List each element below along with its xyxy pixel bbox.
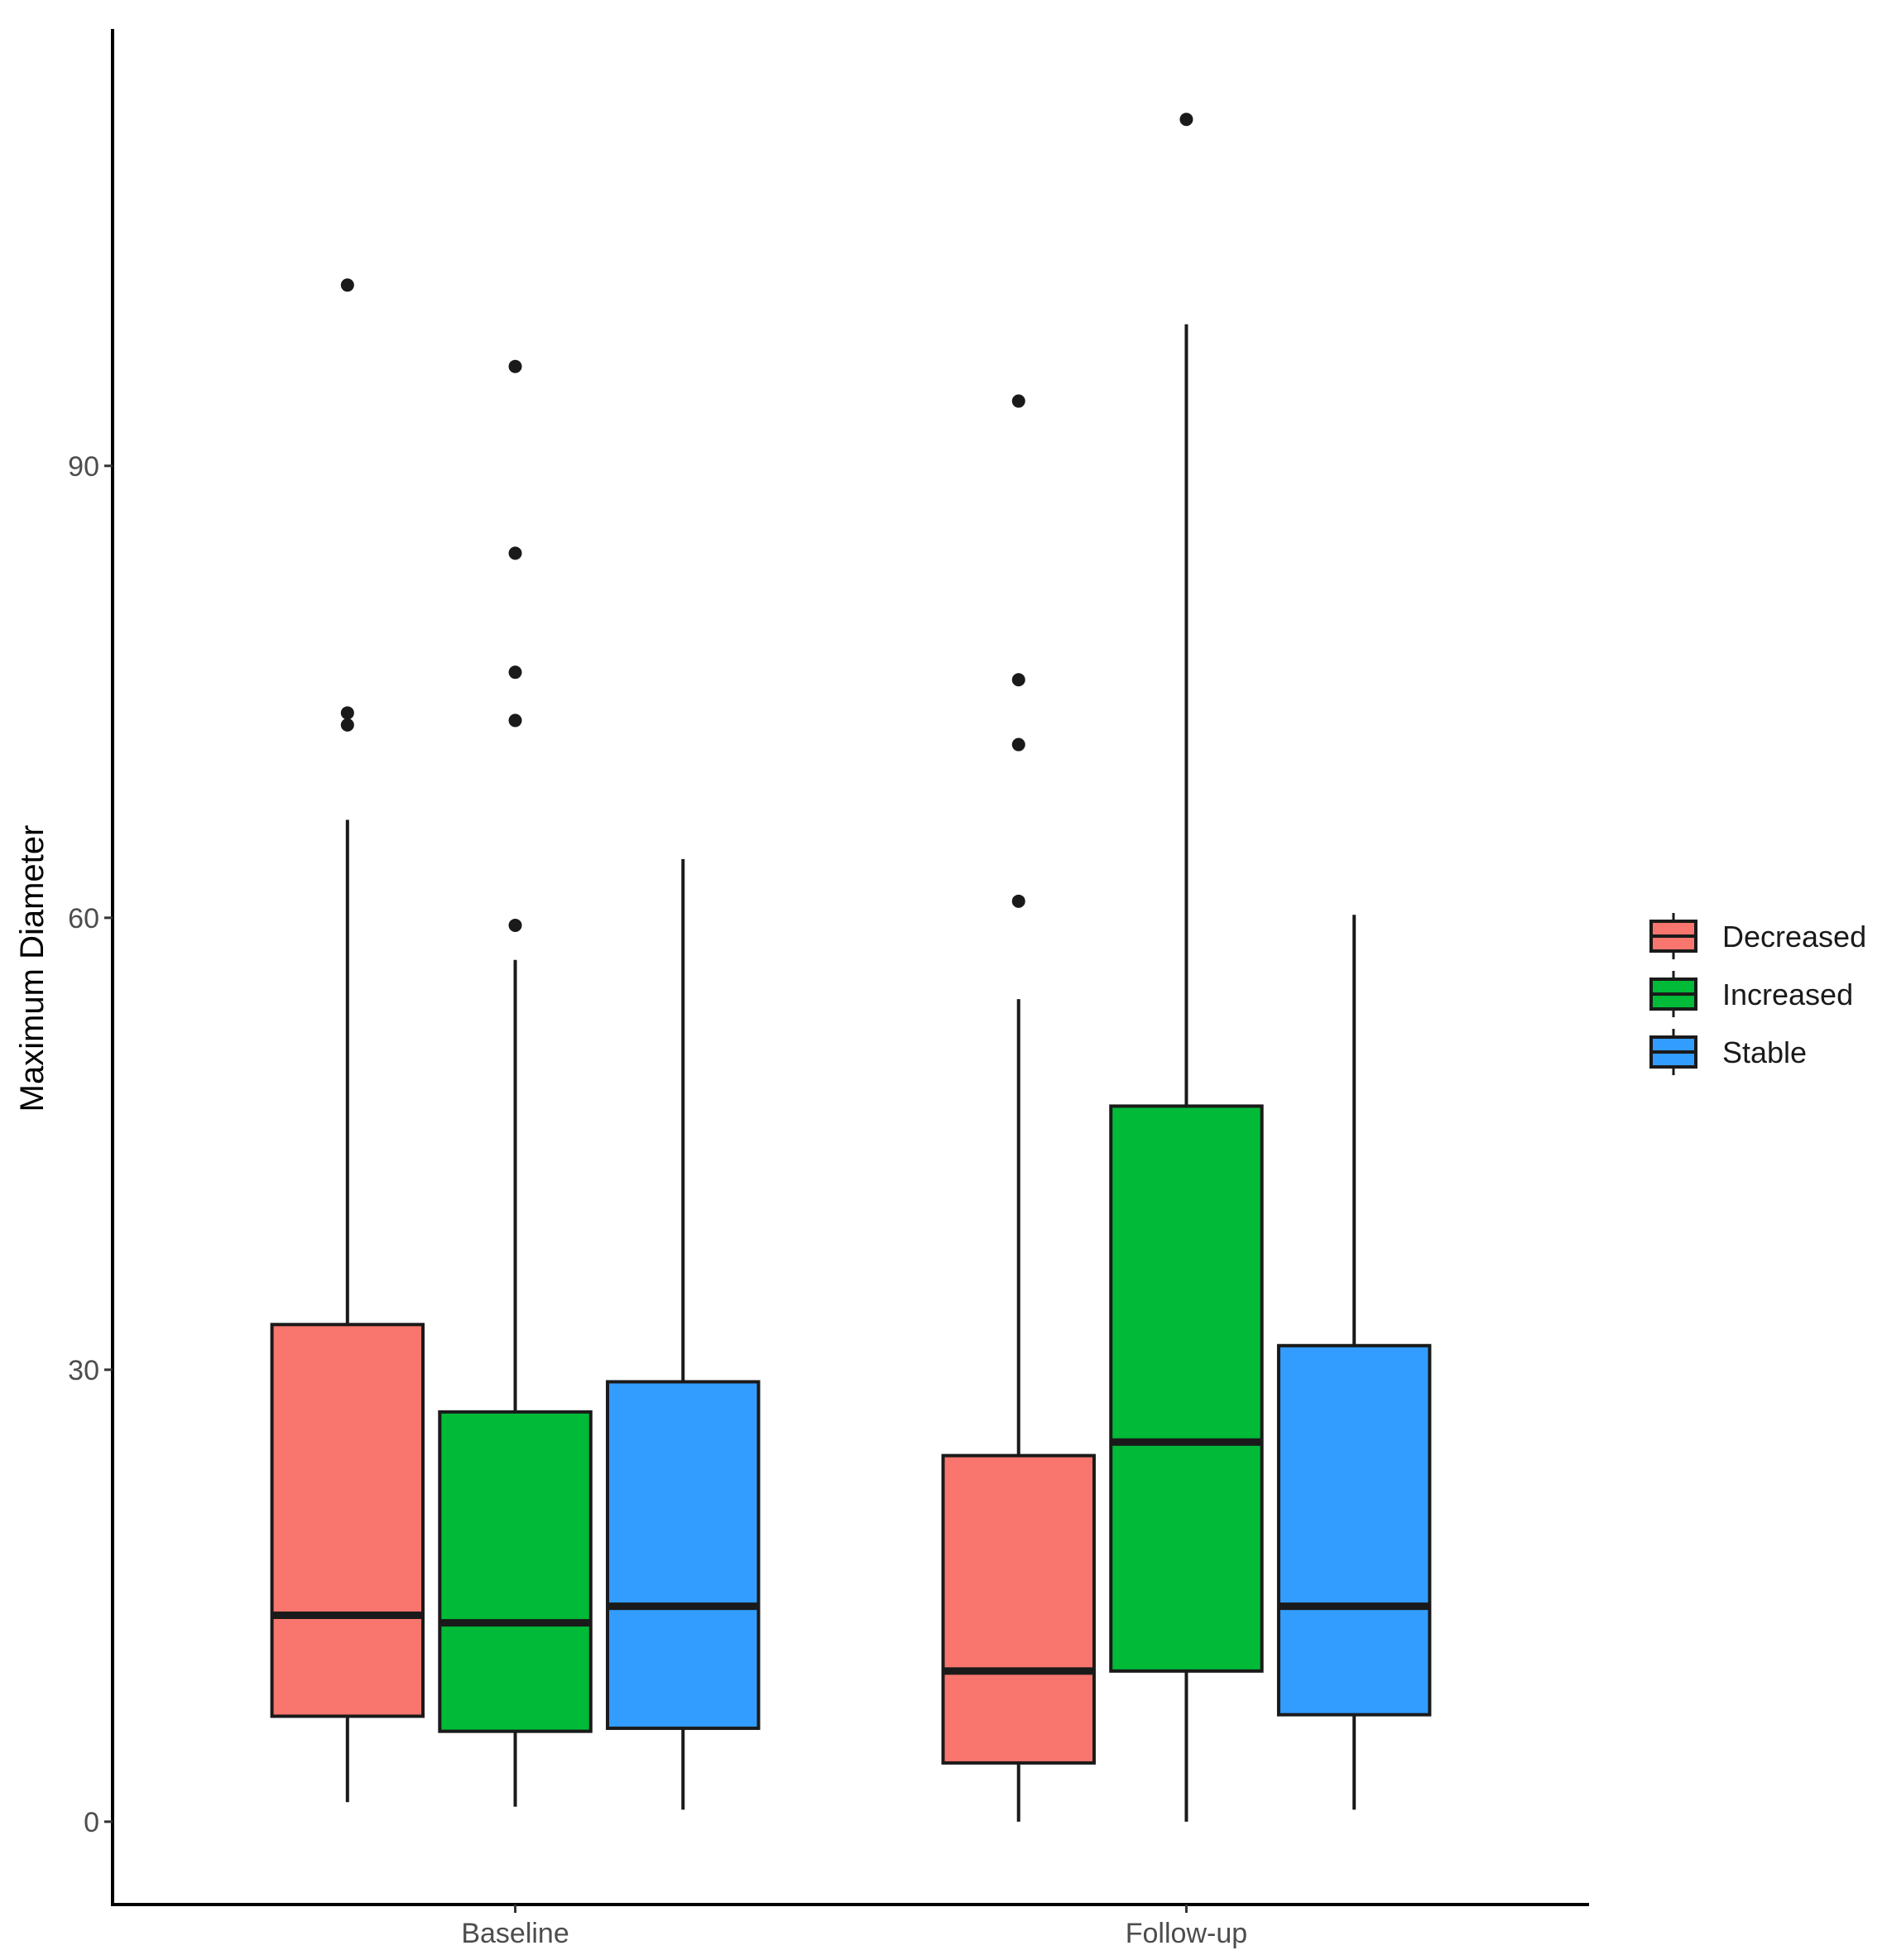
legend-item-decreased: Decreased (1649, 913, 1866, 959)
legend-item-stable: Stable (1649, 1029, 1807, 1075)
outlier-decreased-follow-up-0 (1011, 394, 1025, 408)
box-decreased-follow-up (941, 394, 1096, 1822)
box-rect-decreased-follow-up (941, 1453, 1096, 1765)
box-rect-stable-follow-up (1276, 1343, 1432, 1717)
x-ticks: Baseline Follow-up (461, 1905, 1247, 1949)
box-increased-follow-up (1109, 113, 1264, 1822)
y-tick-label-30: 30 (68, 1355, 99, 1386)
box-rect-decreased-baseline (270, 1323, 425, 1718)
y-ticks: 0 30 60 90 (68, 451, 113, 1838)
axes-layer: 0 30 60 90 Baseline Follow-up Maximum Diamet… (14, 29, 1589, 1949)
outlier-increased-baseline-2 (508, 665, 522, 680)
outlier-decreased-baseline-1 (340, 706, 354, 720)
y-tick-label-90: 90 (68, 451, 99, 483)
box-stable-follow-up (1276, 915, 1432, 1810)
box-stable-baseline (606, 858, 761, 1810)
y-tick-label-60: 60 (68, 903, 99, 934)
y-tick-label-0: 0 (84, 1807, 99, 1838)
legend-label-decreased: Decreased (1722, 920, 1866, 954)
outlier-increased-baseline-4 (508, 918, 522, 932)
outlier-increased-baseline-0 (508, 359, 522, 373)
outlier-increased-baseline-1 (508, 546, 522, 560)
outlier-decreased-follow-up-3 (1011, 894, 1025, 908)
outlier-decreased-baseline-0 (340, 278, 354, 292)
box-rect-increased-follow-up (1109, 1104, 1264, 1673)
outlier-decreased-baseline-2 (340, 718, 354, 732)
box-rect-increased-baseline (438, 1410, 593, 1733)
outlier-increased-follow-up-0 (1179, 113, 1193, 127)
outlier-decreased-follow-up-1 (1011, 673, 1025, 687)
legend-item-increased: Increased (1649, 971, 1853, 1017)
x-tick-label-baseline: Baseline (461, 1918, 569, 1949)
boxes-layer (270, 113, 1432, 1822)
box-rect-stable-baseline (606, 1380, 761, 1731)
legend-label-stable: Stable (1722, 1035, 1807, 1069)
y-axis-title: Maximum Diameter (14, 825, 50, 1112)
x-tick-label-follow-up: Follow-up (1126, 1918, 1247, 1949)
box-decreased-baseline (270, 278, 425, 1803)
legend-label-increased: Increased (1722, 978, 1853, 1011)
outlier-decreased-follow-up-2 (1011, 737, 1025, 752)
outlier-increased-baseline-3 (508, 713, 522, 728)
legend: Decreased Increased Stable (1649, 913, 1866, 1075)
box-increased-baseline (438, 359, 593, 1807)
